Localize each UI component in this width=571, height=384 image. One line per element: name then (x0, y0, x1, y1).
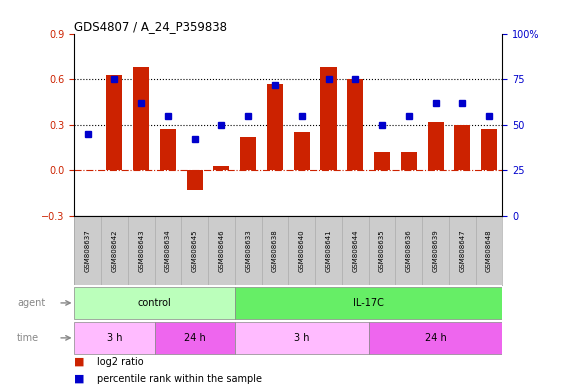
Text: 24 h: 24 h (184, 333, 206, 343)
Text: GSM808634: GSM808634 (165, 229, 171, 272)
Bar (267, 84, 283, 170)
Bar (428, 122, 444, 170)
Text: 3 h: 3 h (294, 333, 309, 343)
Bar (320, 67, 336, 170)
Bar (214, 166, 230, 170)
Text: GSM808648: GSM808648 (486, 229, 492, 272)
Text: GSM808638: GSM808638 (272, 229, 278, 272)
Bar (374, 152, 390, 170)
Bar (369, 322, 502, 354)
Text: 3 h: 3 h (107, 333, 122, 343)
Text: IL-17C: IL-17C (353, 298, 384, 308)
Bar (133, 67, 149, 170)
Text: GSM808643: GSM808643 (138, 229, 144, 272)
Text: 24 h: 24 h (425, 333, 447, 343)
Bar (160, 129, 176, 170)
Text: percentile rank within the sample: percentile rank within the sample (97, 374, 262, 384)
Text: GSM808645: GSM808645 (192, 229, 198, 272)
Text: GDS4807 / A_24_P359838: GDS4807 / A_24_P359838 (74, 20, 227, 33)
Text: GSM808640: GSM808640 (299, 229, 305, 272)
Bar (235, 287, 502, 319)
Bar (240, 137, 256, 170)
Bar (187, 170, 203, 190)
Text: ■: ■ (74, 357, 85, 367)
Text: time: time (17, 333, 39, 343)
Text: GSM808642: GSM808642 (111, 229, 118, 272)
Bar (481, 129, 497, 170)
Text: GSM808644: GSM808644 (352, 229, 358, 272)
Text: GSM808633: GSM808633 (245, 229, 251, 272)
Text: GSM808637: GSM808637 (85, 229, 91, 272)
Text: log2 ratio: log2 ratio (97, 357, 144, 367)
Bar (74, 287, 235, 319)
Bar (293, 132, 309, 170)
Text: GSM808647: GSM808647 (459, 229, 465, 272)
Bar (106, 75, 122, 170)
Bar (235, 322, 369, 354)
Text: GSM808635: GSM808635 (379, 229, 385, 272)
Text: GSM808636: GSM808636 (406, 229, 412, 272)
Bar (347, 79, 363, 170)
Bar (401, 152, 417, 170)
Bar (74, 322, 155, 354)
Text: GSM808639: GSM808639 (433, 229, 439, 272)
Text: ■: ■ (74, 374, 85, 384)
Text: GSM808641: GSM808641 (325, 229, 332, 272)
Text: control: control (138, 298, 171, 308)
Text: GSM808646: GSM808646 (219, 229, 224, 272)
Text: agent: agent (17, 298, 45, 308)
Bar (455, 125, 471, 170)
Bar (155, 322, 235, 354)
